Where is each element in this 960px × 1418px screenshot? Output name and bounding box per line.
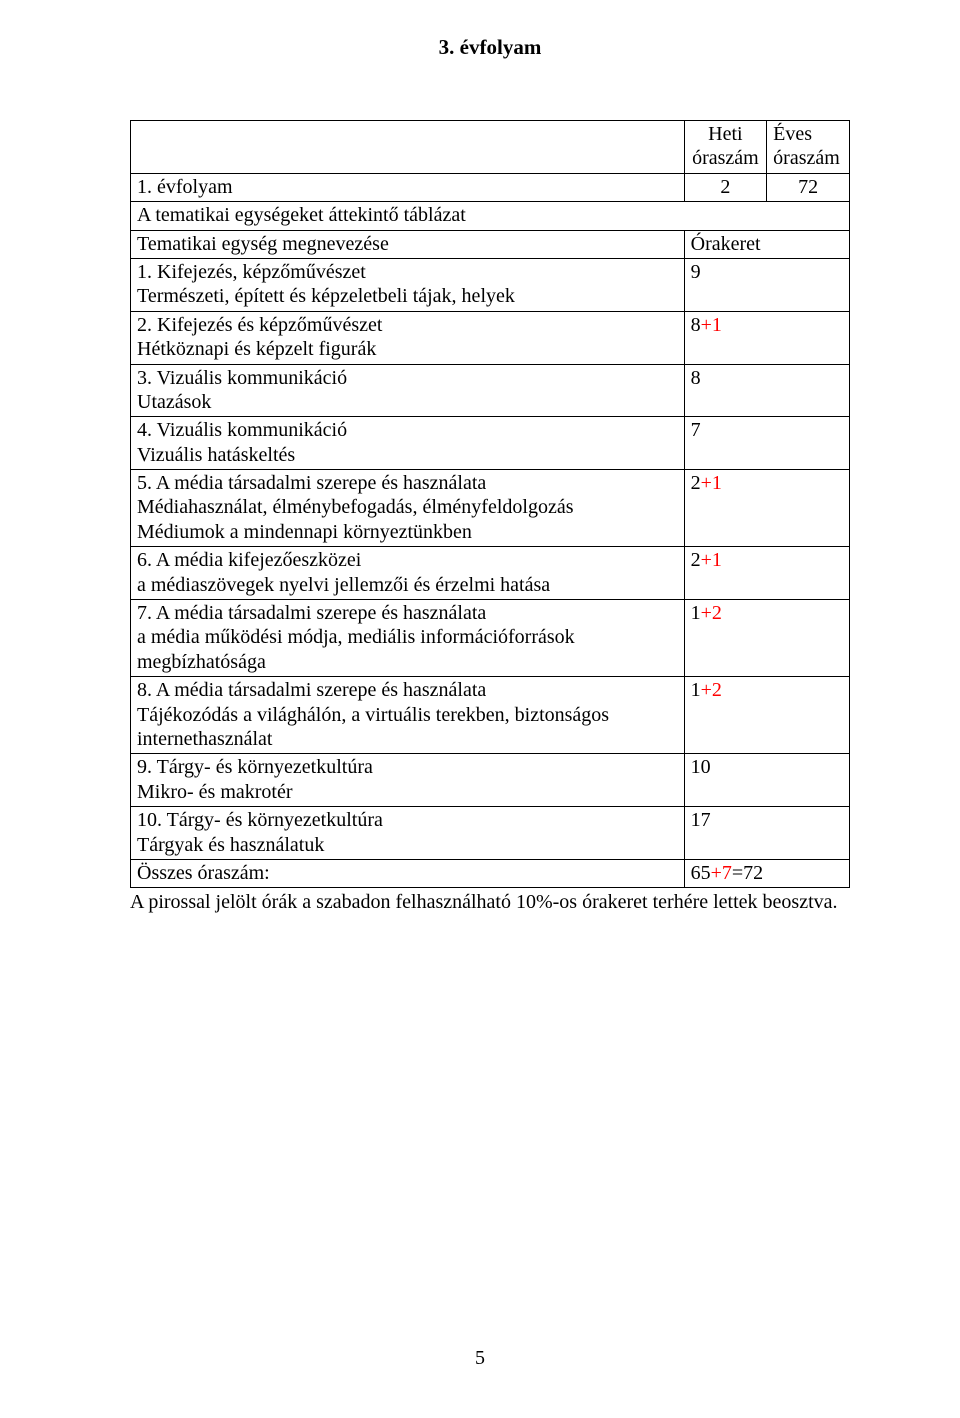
unit-value: 10 [684,754,849,807]
table-row: 6. A média kifejezőeszközeia médiaszöveg… [131,547,850,600]
table-row: 10. Tárgy- és környezetkultúraTárgyak és… [131,807,850,860]
unit-label: 6. A média kifejezőeszközeia médiaszöveg… [131,547,685,600]
value-base: 10 [691,756,711,778]
value-base: 9 [691,261,701,283]
blank-cell [131,121,685,174]
page-title: 3. évfolyam [130,35,850,60]
unit-value: 8 [684,364,849,417]
unit-value: 2+1 [684,470,849,547]
value-base: 1 [691,679,701,701]
value-plus: +2 [701,602,722,624]
unit-label: 7. A média társadalmi szerepe és használ… [131,600,685,677]
table-row: 1. évfolyam 2 72 [131,173,850,201]
value-base: 2 [691,472,701,494]
unit-label: 5. A média társadalmi szerepe és használ… [131,470,685,547]
page-number: 5 [0,1347,960,1370]
grade-eves: 72 [767,173,850,201]
value-base: 8 [691,367,701,389]
grade-heti: 2 [684,173,767,201]
value-base: 8 [691,314,701,336]
table-row: Tematikai egység megnevezése Órakeret [131,230,850,258]
value-base: 2 [691,549,701,571]
value-base: 1 [691,602,701,624]
total-value: 65+7=72 [684,859,849,887]
total-plus: +7 [711,862,732,884]
unit-value: 2+1 [684,547,849,600]
table-row: 3. Vizuális kommunikációUtazások 8 [131,364,850,417]
header-heti: Heti óraszám [684,121,767,174]
table-row: Heti óraszám Éves óraszám [131,121,850,174]
unit-label: 9. Tárgy- és környezetkultúraMikro- és m… [131,754,685,807]
unit-value: 17 [684,807,849,860]
value-plus: +2 [701,679,722,701]
table-row: 1. Kifejezés, képzőművészetTermészeti, é… [131,258,850,311]
total-label: Összes óraszám: [131,859,685,887]
table-row: 9. Tárgy- és környezetkultúraMikro- és m… [131,754,850,807]
table-row: 7. A média társadalmi szerepe és használ… [131,600,850,677]
header-eves: Éves óraszám [767,121,850,174]
value-plus: +1 [701,314,722,336]
value-plus: +1 [701,472,722,494]
table-row: 8. A média társadalmi szerepe és használ… [131,677,850,754]
curriculum-table: Heti óraszám Éves óraszám 1. évfolyam 2 … [130,120,850,888]
value-base: 7 [691,419,701,441]
table-row: A tematikai egységeket áttekintő tábláza… [131,202,850,230]
unit-value: 1+2 [684,677,849,754]
value-plus: +1 [701,549,722,571]
unit-label: 8. A média társadalmi szerepe és használ… [131,677,685,754]
unit-value: 9 [684,258,849,311]
table-row: 5. A média társadalmi szerepe és használ… [131,470,850,547]
total-base: 65 [691,862,711,884]
page: 3. évfolyam Heti óraszám Éves óraszám 1.… [0,0,960,1418]
table-row: 4. Vizuális kommunikációVizuális hatáske… [131,417,850,470]
subtitle-cell: A tematikai egységeket áttekintő tábláza… [131,202,850,230]
unit-label: 10. Tárgy- és környezetkultúraTárgyak és… [131,807,685,860]
unit-label: 1. Kifejezés, képzőművészetTermészeti, é… [131,258,685,311]
unit-label: 3. Vizuális kommunikációUtazások [131,364,685,417]
table-row: 2. Kifejezés és képzőművészetHétköznapi … [131,311,850,364]
footnote-text: A pirossal jelölt órák a szabadon felhas… [130,890,850,914]
unit-value: 8+1 [684,311,849,364]
value-base: 17 [691,809,711,831]
unit-header-left: Tematikai egység megnevezése [131,230,685,258]
unit-label: 2. Kifejezés és képzőművészetHétköznapi … [131,311,685,364]
grade-label: 1. évfolyam [131,173,685,201]
table-row: Összes óraszám: 65+7=72 [131,859,850,887]
unit-header-right: Órakeret [684,230,849,258]
unit-value: 1+2 [684,600,849,677]
total-eq: =72 [732,862,763,884]
unit-value: 7 [684,417,849,470]
unit-label: 4. Vizuális kommunikációVizuális hatáske… [131,417,685,470]
